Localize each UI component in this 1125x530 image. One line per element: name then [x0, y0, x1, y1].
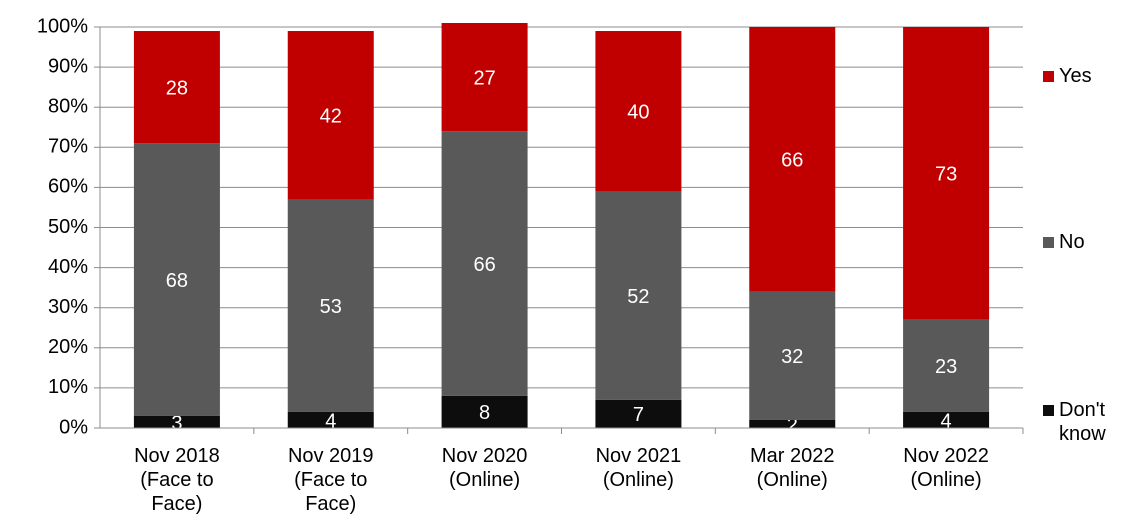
bar-segment [133, 143, 220, 416]
value-label: 7 [633, 404, 644, 426]
bar-segment [595, 31, 682, 192]
value-label: 66 [473, 254, 495, 276]
bar-segment [133, 31, 220, 144]
bar-segment [749, 291, 836, 420]
value-label: 4 [325, 410, 336, 432]
value-label: 53 [320, 296, 342, 318]
x-tick-label: Nov 2020 (Online) [441, 445, 528, 491]
y-tick-label: 80% [48, 95, 88, 117]
y-tick-label: 50% [48, 216, 88, 238]
y-tick-label: 40% [48, 256, 88, 278]
bar-segment [287, 199, 374, 412]
y-tick-label: 70% [48, 136, 88, 158]
y-tick-label: 10% [48, 376, 88, 398]
y-tick-label: 90% [48, 55, 88, 77]
y-tick-label: 30% [48, 296, 88, 318]
value-label: 40 [627, 101, 649, 123]
bar-segment [441, 131, 528, 396]
legend-swatch [1043, 237, 1054, 248]
value-label: 28 [166, 77, 188, 99]
value-label: 42 [320, 106, 342, 128]
x-tick-label: Mar 2022 (Online) [750, 445, 835, 491]
bar-segment [903, 411, 990, 428]
legend-label: Yes [1059, 65, 1092, 87]
bar-segment [441, 22, 528, 132]
y-tick-label: 100% [37, 15, 88, 37]
bar-segment [441, 395, 528, 428]
x-tick-label: Nov 2021 (Online) [595, 445, 682, 491]
value-label: 27 [473, 67, 495, 89]
value-label: 8 [479, 402, 490, 424]
x-tick-label: Nov 2018 (Face to Face) [134, 445, 220, 515]
value-label: 68 [166, 270, 188, 292]
bar-segment [903, 27, 990, 320]
bar-segment [287, 31, 374, 200]
y-tick-label: 60% [48, 176, 88, 198]
bar-segment [903, 319, 990, 412]
value-label: 52 [627, 286, 649, 308]
y-tick-label: 0% [59, 416, 88, 438]
bar-segment [133, 415, 220, 428]
x-tick-label: Nov 2022 (Online) [903, 445, 989, 491]
legend-swatch [1043, 405, 1054, 416]
legend-swatch [1043, 71, 1054, 82]
bar-segment [287, 411, 374, 428]
bar-segment [749, 419, 836, 428]
x-tick-label: Nov 2019 (Face to Face) [287, 445, 374, 515]
value-label: 66 [781, 150, 803, 172]
legend-label: No [1059, 231, 1085, 253]
value-label: 3 [171, 412, 182, 434]
value-label: 23 [935, 356, 957, 378]
bar-segment [749, 27, 836, 292]
value-label: 73 [935, 164, 957, 186]
value-label: 4 [941, 410, 952, 432]
value-label: 32 [781, 346, 803, 368]
bar-segment [595, 191, 682, 400]
legend-label: Don't know [1059, 399, 1106, 445]
value-label: 2 [787, 414, 798, 436]
bar-segment [595, 399, 682, 428]
y-tick-label: 20% [48, 336, 88, 358]
